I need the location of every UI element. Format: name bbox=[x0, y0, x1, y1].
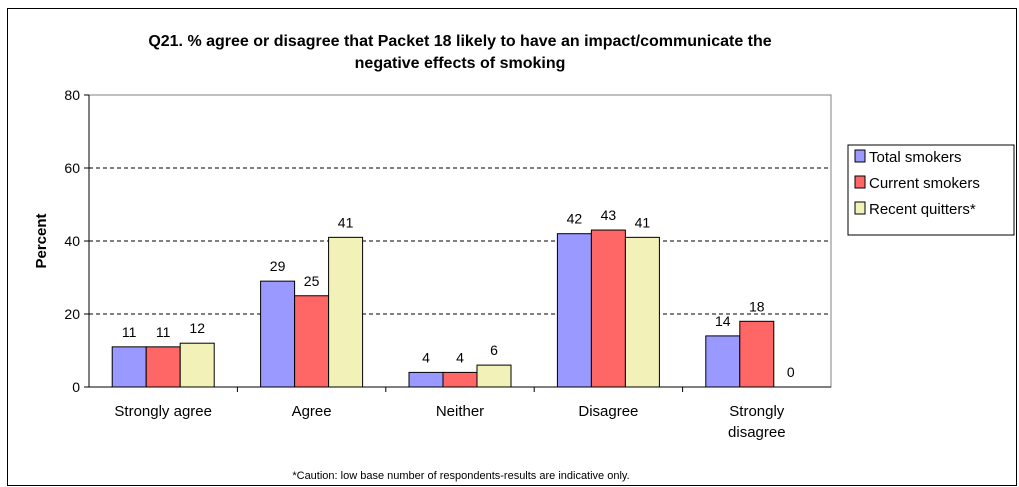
category-label: Disagree bbox=[578, 403, 638, 420]
legend-swatch bbox=[854, 175, 866, 189]
category-label: Neither bbox=[436, 403, 484, 420]
legend-swatch bbox=[854, 201, 866, 215]
data-label: 11 bbox=[122, 324, 137, 340]
legend-swatch bbox=[854, 149, 866, 163]
bar bbox=[556, 233, 592, 388]
legend-label: Total smokers bbox=[869, 149, 962, 166]
category-label: Strongly bbox=[729, 403, 785, 420]
bar bbox=[590, 229, 626, 388]
y-tick-label: 20 bbox=[64, 306, 80, 322]
bar bbox=[328, 236, 364, 388]
category-label: Strongly agree bbox=[114, 403, 212, 420]
bar bbox=[624, 236, 660, 388]
bar bbox=[705, 335, 741, 388]
bar bbox=[260, 280, 296, 388]
footnote: *Caution: low base number of respondents… bbox=[292, 470, 629, 482]
data-label: 11 bbox=[156, 324, 171, 340]
data-label: 41 bbox=[635, 214, 651, 230]
bar bbox=[408, 371, 444, 388]
bar bbox=[111, 346, 147, 388]
legend bbox=[847, 144, 1015, 236]
y-tick-label: 80 bbox=[64, 87, 80, 103]
y-tick-label: 60 bbox=[64, 160, 80, 176]
data-label: 4 bbox=[422, 349, 430, 365]
data-label: 25 bbox=[304, 273, 320, 289]
data-label: 41 bbox=[338, 214, 354, 230]
data-label: 29 bbox=[270, 258, 286, 274]
y-tick-label: 40 bbox=[64, 233, 80, 249]
data-label: 12 bbox=[189, 320, 205, 336]
data-label: 14 bbox=[715, 313, 731, 329]
category-label: disagree bbox=[728, 424, 786, 441]
bar bbox=[739, 320, 775, 388]
bar bbox=[442, 371, 478, 388]
legend-label: Current smokers bbox=[869, 175, 980, 192]
data-label: 42 bbox=[567, 211, 583, 227]
bar bbox=[476, 364, 512, 388]
legend-label: Recent quitters* bbox=[869, 201, 976, 218]
data-label: 0 bbox=[787, 364, 795, 380]
data-label: 6 bbox=[490, 342, 498, 358]
y-tick-label: 0 bbox=[72, 379, 80, 395]
chart-title-line: negative effects of smoking bbox=[355, 55, 566, 72]
category-label: Agree bbox=[292, 403, 332, 420]
y-axis-label: Percent bbox=[33, 213, 50, 268]
chart-title-line: Q21. % agree or disagree that Packet 18 … bbox=[148, 33, 771, 50]
bar bbox=[294, 295, 330, 388]
data-label: 4 bbox=[456, 349, 464, 365]
data-label: 43 bbox=[601, 207, 617, 223]
chart-svg: Q21. % agree or disagree that Packet 18 … bbox=[33, 33, 1015, 482]
bar bbox=[145, 346, 181, 388]
chart-frame: Q21. % agree or disagree that Packet 18 … bbox=[7, 8, 1017, 486]
data-label: 18 bbox=[749, 298, 765, 314]
bar bbox=[179, 342, 215, 388]
